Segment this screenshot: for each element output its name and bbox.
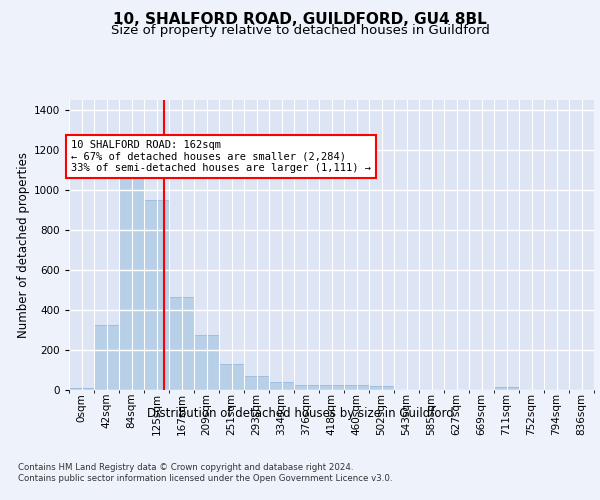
- Bar: [269, 382, 294, 390]
- Bar: [344, 385, 369, 390]
- Bar: [194, 335, 219, 390]
- Bar: [219, 364, 244, 390]
- Bar: [294, 385, 319, 390]
- Bar: [244, 376, 269, 390]
- Bar: [169, 297, 194, 390]
- Bar: [69, 388, 94, 390]
- Bar: [319, 385, 344, 390]
- Text: Size of property relative to detached houses in Guildford: Size of property relative to detached ho…: [110, 24, 490, 37]
- Text: Distribution of detached houses by size in Guildford: Distribution of detached houses by size …: [146, 408, 454, 420]
- Y-axis label: Number of detached properties: Number of detached properties: [17, 152, 29, 338]
- Text: Contains public sector information licensed under the Open Government Licence v3: Contains public sector information licen…: [18, 474, 392, 483]
- Bar: [119, 168, 144, 390]
- Bar: [94, 325, 119, 390]
- Text: 10, SHALFORD ROAD, GUILDFORD, GU4 8BL: 10, SHALFORD ROAD, GUILDFORD, GU4 8BL: [113, 12, 487, 28]
- Bar: [494, 387, 519, 390]
- Text: 10 SHALFORD ROAD: 162sqm
← 67% of detached houses are smaller (2,284)
33% of sem: 10 SHALFORD ROAD: 162sqm ← 67% of detach…: [71, 140, 371, 173]
- Text: Contains HM Land Registry data © Crown copyright and database right 2024.: Contains HM Land Registry data © Crown c…: [18, 462, 353, 471]
- Bar: [369, 386, 394, 390]
- Bar: [144, 200, 169, 390]
